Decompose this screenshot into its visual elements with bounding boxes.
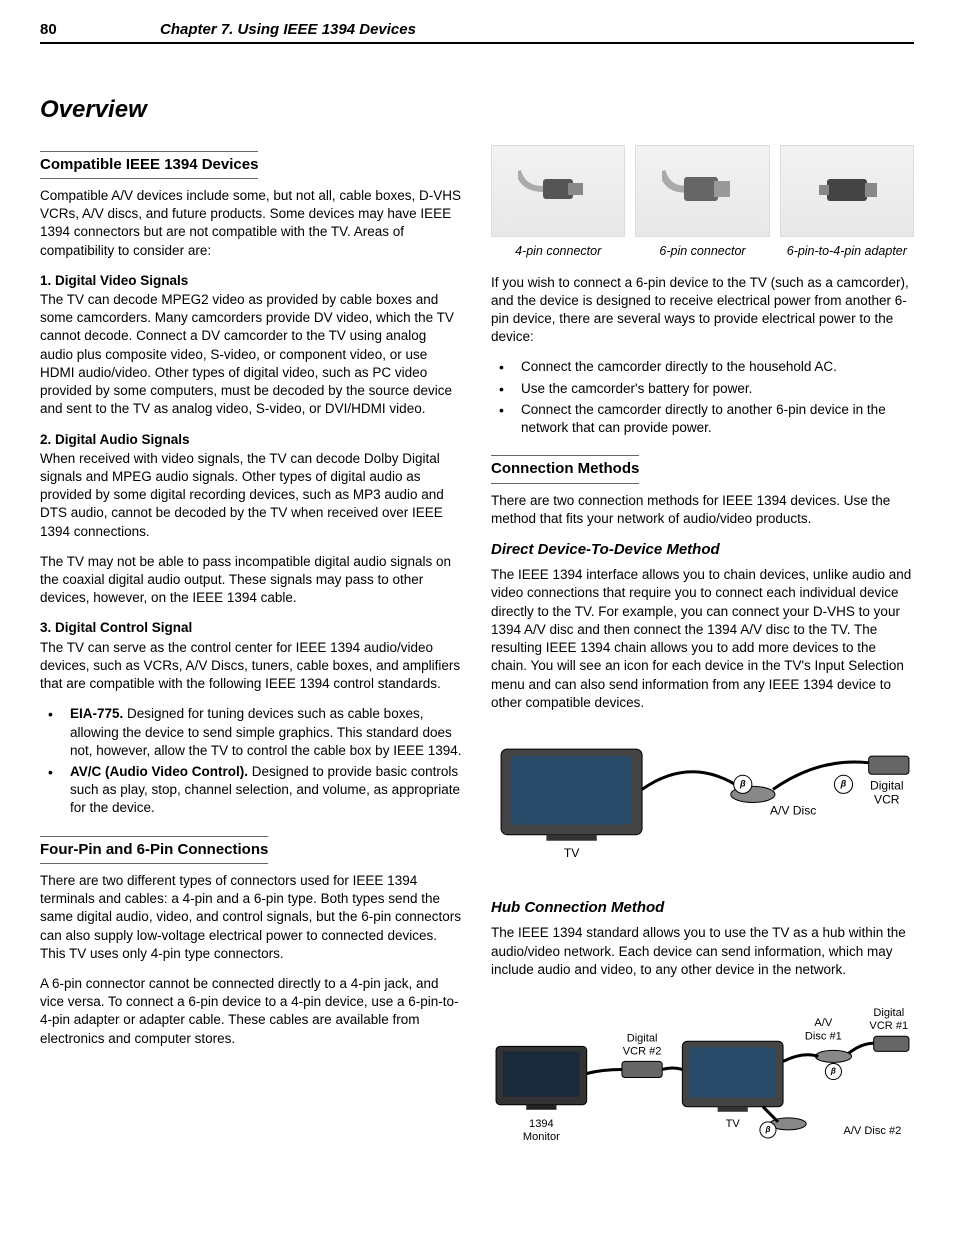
heading-direct-method: Direct Device-To-Device Method [491, 540, 914, 560]
svg-text:Monitor: Monitor [523, 1131, 560, 1143]
label-vcr: Digital [870, 778, 904, 792]
connector-4pin-image [491, 145, 625, 237]
page-header: 80 Chapter 7. Using IEEE 1394 Devices [40, 20, 914, 44]
body-text: There are two connection methods for IEE… [491, 492, 914, 528]
label-avdisc: A/V Disc [770, 804, 816, 818]
heading-four-six-pin: Four-Pin and 6-Pin Connections [40, 836, 268, 864]
connector-adapter-image [780, 145, 914, 237]
body-text: The TV may not be able to pass incompati… [40, 553, 463, 608]
section-title: Overview [40, 94, 914, 126]
body-text: If you wish to connect a 6-pin device to… [491, 274, 914, 347]
svg-text:VCR #1: VCR #1 [869, 1020, 908, 1032]
connector-captions: 4-pin connector 6-pin connector 6-pin-to… [491, 243, 914, 260]
heading-hub-method: Hub Connection Method [491, 898, 914, 918]
body-text: The TV can decode MPEG2 video as provide… [40, 291, 463, 419]
diagram-hub: 1394 Monitor Digital VCR #2 TV β A/V Dis… [491, 1001, 914, 1152]
svg-text:Digital: Digital [873, 1007, 904, 1019]
body-text: The IEEE 1394 interface allows you to ch… [491, 566, 914, 712]
diagram-chain: TV β A/V Disc β Digital VCR [491, 734, 914, 865]
svg-text:A/V: A/V [814, 1017, 832, 1029]
svg-text:VCR: VCR [874, 792, 900, 806]
numbered-heading: 1. Digital Video Signals [40, 272, 463, 290]
heading-compatible-devices: Compatible IEEE 1394 Devices [40, 151, 258, 179]
body-text: The IEEE 1394 standard allows you to use… [491, 924, 914, 979]
list-item: AV/C (Audio Video Control). Designed to … [40, 763, 463, 818]
heading-connection-methods: Connection Methods [491, 455, 639, 483]
body-text: A 6-pin connector cannot be connected di… [40, 975, 463, 1048]
two-column-layout: Compatible IEEE 1394 Devices Compatible … [40, 145, 914, 1174]
list-item: Connect the camcorder directly to anothe… [491, 401, 914, 437]
caption: 6-pin-to-4-pin adapter [780, 243, 914, 260]
body-text: When received with video signals, the TV… [40, 450, 463, 541]
svg-text:Digital: Digital [627, 1032, 658, 1044]
svg-text:A/V Disc #2: A/V Disc #2 [843, 1125, 901, 1137]
svg-text:β: β [764, 1125, 770, 1134]
bullet-list: EIA-775. Designed for tuning devices suc… [40, 705, 463, 817]
body-text: The TV can serve as the control center f… [40, 639, 463, 694]
caption: 6-pin connector [635, 243, 769, 260]
page-number: 80 [40, 20, 160, 40]
svg-text:β: β [830, 1067, 836, 1076]
list-item: EIA-775. Designed for tuning devices suc… [40, 705, 463, 760]
svg-text:1394: 1394 [529, 1118, 554, 1130]
svg-text:TV: TV [726, 1118, 741, 1130]
list-item: Connect the camcorder directly to the ho… [491, 358, 914, 376]
bullet-label: EIA-775. [70, 706, 123, 721]
connector-6pin-image [635, 145, 769, 237]
chapter-title: Chapter 7. Using IEEE 1394 Devices [160, 20, 416, 40]
svg-text:β: β [840, 778, 847, 788]
left-column: Compatible IEEE 1394 Devices Compatible … [40, 145, 463, 1174]
right-column: 4-pin connector 6-pin connector 6-pin-to… [491, 145, 914, 1174]
numbered-heading: 3. Digital Control Signal [40, 619, 463, 637]
list-item: Use the camcorder's battery for power. [491, 380, 914, 398]
svg-text:Disc #1: Disc #1 [805, 1030, 842, 1042]
label-tv: TV [564, 846, 579, 860]
bullet-list: Connect the camcorder directly to the ho… [491, 358, 914, 437]
body-text: There are two different types of connect… [40, 872, 463, 963]
bullet-text: Designed for tuning devices such as cabl… [70, 706, 462, 757]
body-text: Compatible A/V devices include some, but… [40, 187, 463, 260]
svg-text:β: β [739, 778, 746, 788]
bullet-label: AV/C (Audio Video Control). [70, 764, 248, 779]
connector-images [491, 145, 914, 237]
caption: 4-pin connector [491, 243, 625, 260]
numbered-heading: 2. Digital Audio Signals [40, 431, 463, 449]
svg-text:VCR #2: VCR #2 [623, 1045, 662, 1057]
